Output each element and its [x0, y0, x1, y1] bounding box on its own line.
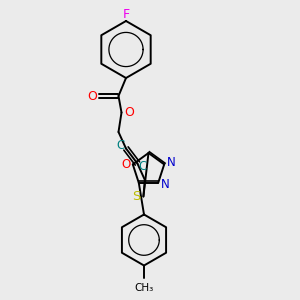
Text: F: F: [122, 8, 130, 21]
Text: C: C: [116, 139, 125, 152]
Text: N: N: [167, 156, 175, 170]
Text: N: N: [160, 178, 169, 191]
Text: O: O: [88, 89, 97, 103]
Text: S: S: [132, 190, 140, 203]
Text: CH₃: CH₃: [134, 283, 154, 293]
Text: O: O: [122, 158, 131, 171]
Text: O: O: [124, 106, 134, 119]
Text: C: C: [139, 160, 147, 173]
